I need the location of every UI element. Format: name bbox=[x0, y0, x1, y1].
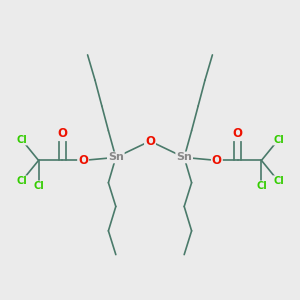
Text: Cl: Cl bbox=[256, 181, 267, 191]
Text: Sn: Sn bbox=[176, 152, 192, 162]
Text: Cl: Cl bbox=[273, 135, 284, 145]
Text: Cl: Cl bbox=[16, 176, 27, 186]
Text: Sn: Sn bbox=[108, 152, 124, 162]
Text: O: O bbox=[78, 154, 88, 167]
Text: O: O bbox=[57, 127, 67, 140]
Text: O: O bbox=[233, 127, 243, 140]
Text: Cl: Cl bbox=[33, 181, 44, 191]
Text: Cl: Cl bbox=[273, 176, 284, 186]
Text: O: O bbox=[145, 135, 155, 148]
Text: Cl: Cl bbox=[16, 135, 27, 145]
Text: O: O bbox=[212, 154, 222, 167]
